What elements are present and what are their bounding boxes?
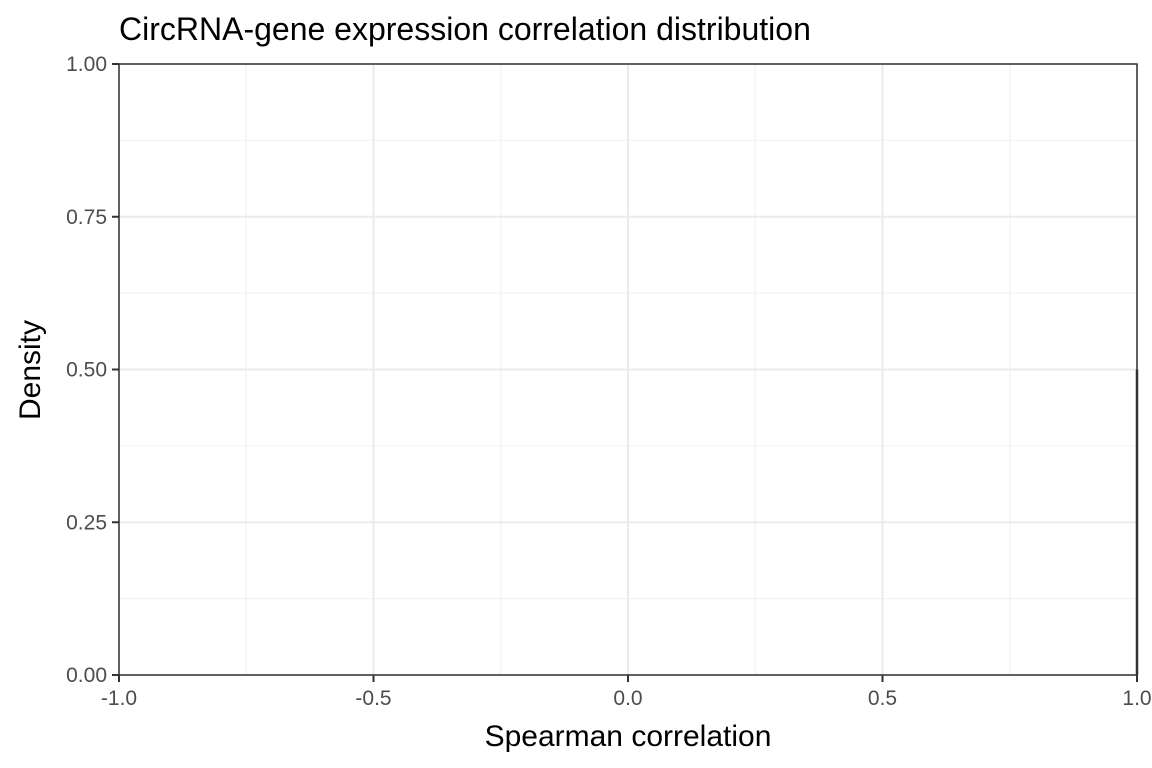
x-tick-label: -1.0 [101, 687, 137, 710]
y-tick-label: 0.75 [66, 206, 107, 229]
y-axis-title: Density [14, 320, 47, 420]
y-axis: 0.00 0.25 0.50 0.75 1.00 [66, 53, 119, 687]
y-tick-label: 0.50 [66, 359, 107, 382]
x-tick-label: 0.5 [868, 687, 897, 710]
x-tick-label: -0.5 [355, 687, 391, 710]
x-tick-label: 1.0 [1122, 687, 1151, 710]
y-tick-label: 0.25 [66, 511, 107, 534]
y-tick-label: 0.00 [66, 664, 107, 687]
x-axis-title: Spearman correlation [485, 720, 772, 753]
chart-title: CircRNA-gene expression correlation dist… [119, 11, 811, 47]
x-axis: -1.0 -0.5 0.0 0.5 1.0 [101, 675, 1152, 710]
y-tick-label: 1.00 [66, 53, 107, 76]
x-tick-label: 0.0 [613, 687, 642, 710]
